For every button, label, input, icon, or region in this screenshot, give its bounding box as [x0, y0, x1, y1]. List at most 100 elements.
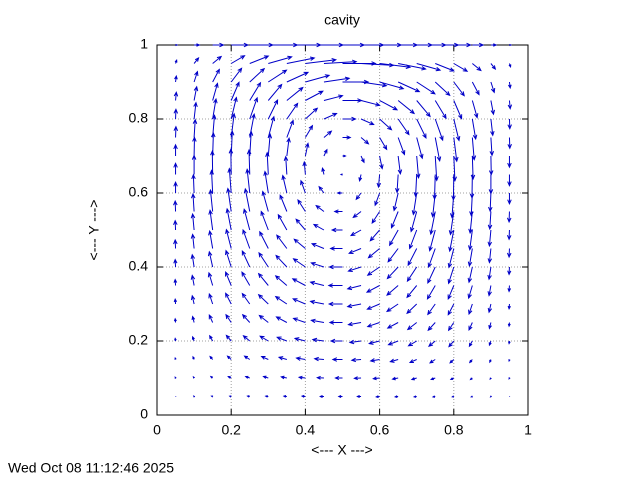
arrow [209, 355, 214, 360]
arrow [409, 211, 418, 233]
arrow [334, 375, 343, 381]
arrow [507, 174, 512, 187]
arrow [249, 55, 270, 64]
arrow [230, 81, 240, 101]
arrow [360, 137, 370, 145]
arrow [507, 137, 512, 150]
arrow [379, 100, 399, 111]
arrow [191, 173, 196, 194]
y-axis-label: <--- Y ---> [86, 200, 102, 261]
arrow [267, 99, 279, 120]
arrow [310, 318, 325, 324]
arrow [310, 261, 325, 268]
arrow [174, 337, 177, 342]
arrow [309, 280, 325, 286]
arrow [507, 193, 512, 205]
arrow [508, 81, 512, 90]
arrow [174, 59, 178, 64]
y-tick-label: 0.6 [129, 184, 149, 200]
arrow [207, 271, 214, 286]
arrow [387, 340, 399, 346]
arrow [379, 155, 384, 170]
arrow [191, 154, 197, 175]
x-tick-label: 0.6 [370, 422, 390, 438]
arrow [447, 322, 455, 332]
arrow [387, 248, 399, 263]
arrow [434, 137, 442, 163]
arrow [193, 70, 199, 83]
arrow [173, 125, 179, 138]
arrow [249, 96, 259, 120]
arrow [342, 116, 357, 122]
arrow [397, 100, 416, 115]
arrow [249, 81, 262, 101]
arrow [379, 137, 388, 151]
arrow [490, 100, 496, 116]
arrow [231, 42, 250, 48]
arrow [228, 395, 232, 398]
arrow [350, 357, 362, 363]
arrow [194, 43, 201, 47]
arrow [453, 42, 472, 48]
arrow [313, 356, 324, 362]
arrow [246, 395, 250, 398]
arrow [468, 322, 473, 332]
arrow [347, 321, 362, 327]
arrow [208, 229, 214, 249]
arrow [190, 192, 196, 212]
arrow [310, 243, 325, 249]
arrow [309, 299, 325, 305]
arrow [415, 155, 421, 180]
arrow [268, 69, 288, 83]
arrow [472, 42, 485, 48]
arrow [360, 81, 388, 88]
arrow [508, 377, 511, 380]
arrow [330, 227, 343, 233]
arrow [275, 316, 288, 323]
x-tick-label: 1 [524, 422, 532, 438]
arrow [447, 266, 455, 285]
arrow [267, 115, 276, 138]
arrow [391, 376, 399, 381]
arrow [268, 55, 293, 64]
arrow [190, 253, 196, 268]
x-tick-label: 0.4 [296, 422, 316, 438]
arrow [471, 118, 478, 141]
arrow [331, 357, 343, 362]
arrow [173, 143, 178, 156]
arrow [292, 298, 306, 305]
arrow [506, 211, 512, 224]
arrow [295, 356, 306, 361]
arrow [173, 91, 179, 101]
arrow [508, 359, 511, 363]
arrow [490, 43, 498, 47]
arrow [372, 376, 380, 381]
arrow [352, 211, 362, 219]
arrow [449, 377, 455, 381]
arrow [225, 292, 232, 305]
arrow [435, 63, 455, 72]
arrow [428, 229, 436, 252]
arrow [470, 395, 473, 398]
arrow [411, 192, 418, 216]
arrow [371, 211, 381, 224]
arrow [258, 314, 269, 323]
arrow [397, 81, 421, 93]
arrow [408, 229, 418, 250]
arrow [193, 85, 199, 101]
arrow [379, 118, 393, 131]
arrow [173, 297, 178, 305]
arrow [277, 213, 288, 231]
arrow [434, 155, 439, 182]
arrow [173, 317, 177, 323]
arrow [193, 56, 200, 64]
arrow [488, 155, 494, 176]
arrow [360, 155, 365, 164]
arrow [353, 376, 362, 381]
arrow [342, 154, 347, 158]
arrow [276, 234, 288, 249]
arrow [212, 68, 220, 83]
arrow [374, 192, 381, 207]
chart-title: cavity [324, 12, 360, 28]
arrow [173, 238, 178, 249]
